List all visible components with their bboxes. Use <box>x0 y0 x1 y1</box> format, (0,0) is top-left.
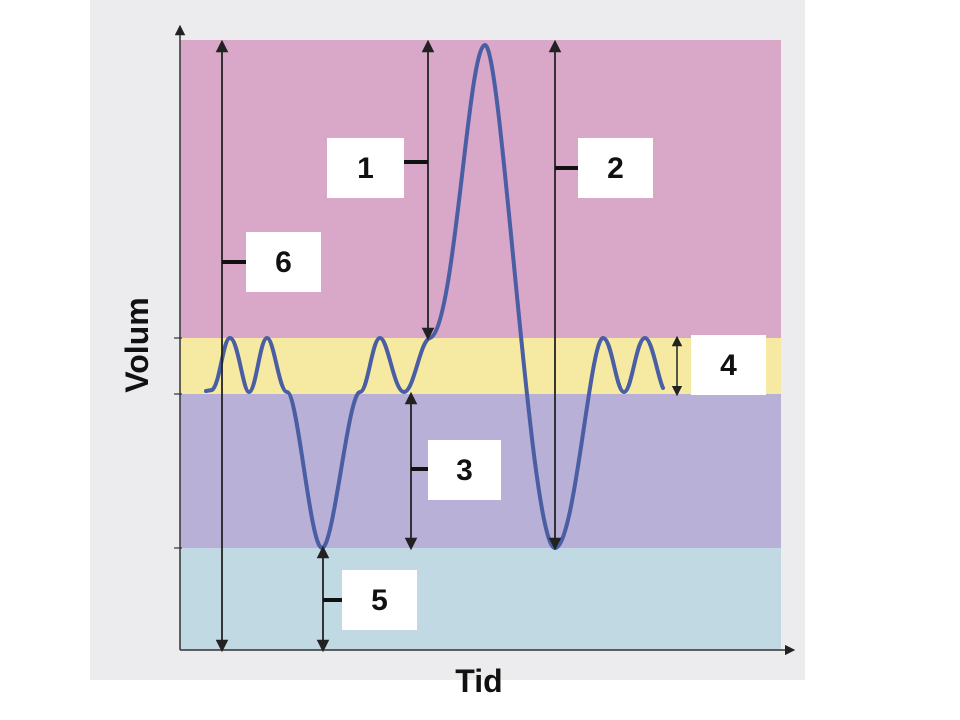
label-6: 6 <box>246 232 321 292</box>
svg-text:6: 6 <box>275 246 292 279</box>
label-1: 1 <box>327 138 404 198</box>
svg-text:5: 5 <box>371 584 388 617</box>
zone-top <box>180 40 781 338</box>
x-axis-label: Tid <box>455 663 502 699</box>
svg-text:2: 2 <box>607 152 624 185</box>
y-axis-label: Volum <box>119 297 155 392</box>
label-5: 5 <box>342 570 417 630</box>
volume-curve <box>204 43 665 550</box>
label-4: 4 <box>691 335 766 395</box>
svg-text:4: 4 <box>720 349 737 382</box>
label-2: 2 <box>578 138 653 198</box>
zone-bottom <box>180 548 781 650</box>
label-3: 3 <box>428 440 501 500</box>
svg-text:1: 1 <box>357 152 374 185</box>
svg-text:3: 3 <box>456 454 473 487</box>
